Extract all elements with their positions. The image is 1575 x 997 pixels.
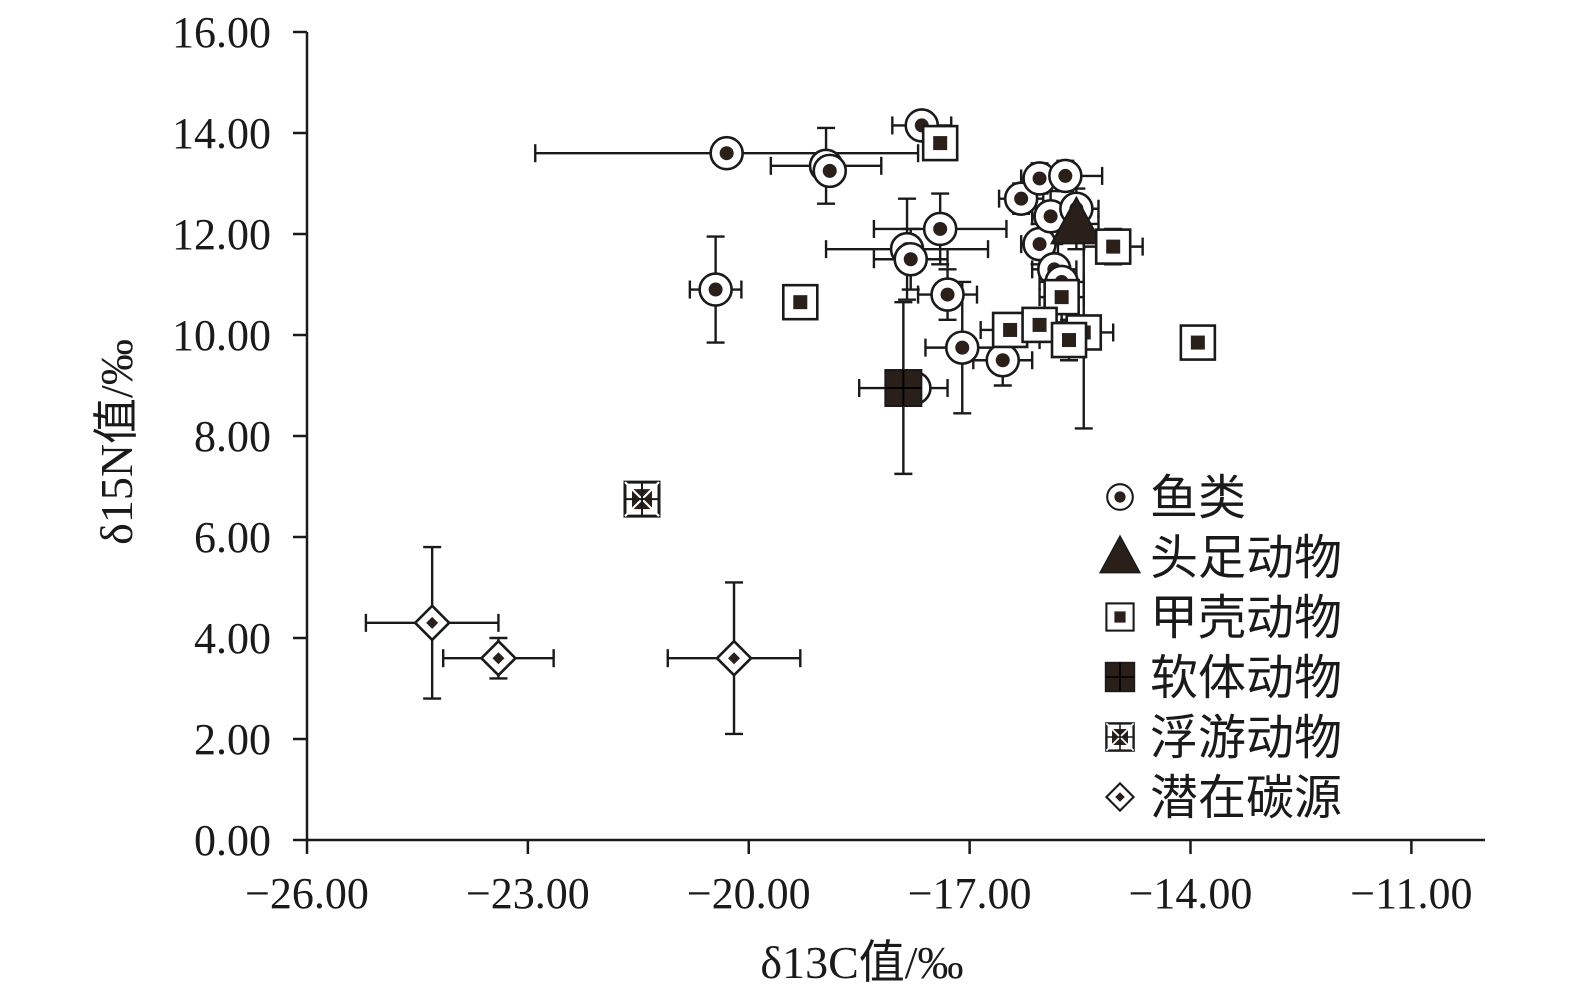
circle-dot (1032, 237, 1047, 252)
circle-dot (822, 163, 837, 178)
data-point (1050, 195, 1103, 245)
square-outline (921, 124, 959, 162)
circle-dot (940, 287, 955, 302)
y-tick-label: 2.00 (194, 715, 271, 764)
data-point (1033, 199, 1068, 234)
legend-label: 头足动物 (1150, 532, 1342, 585)
circle-dot (903, 252, 918, 267)
data-point (1050, 321, 1088, 359)
square-outline (1105, 602, 1135, 632)
y-tick-label: 8.00 (194, 412, 271, 461)
axis-titles: δ13C值/‰ δ15N值/‰ (91, 339, 964, 988)
data-point (698, 272, 733, 307)
y-tick-label: 0.00 (194, 816, 271, 865)
circle-dot (1032, 171, 1047, 186)
data-point (709, 135, 744, 171)
data-point (1094, 228, 1132, 265)
data-point (715, 639, 753, 678)
x-tick-label: −14.00 (1129, 869, 1253, 918)
data-point (1048, 158, 1083, 194)
data-point (413, 604, 452, 642)
markers (413, 108, 1217, 678)
diamond-dot (492, 652, 505, 665)
square-dot (793, 295, 808, 310)
square-dot (1003, 322, 1018, 337)
data-point (930, 277, 965, 312)
x-tick-label: −26.00 (245, 869, 369, 918)
legend-label: 浮游动物 (1150, 712, 1342, 765)
diamond-dot (426, 616, 439, 629)
circle-dot (719, 146, 734, 161)
y-tick-label: 12.00 (172, 210, 271, 259)
circle-dot (995, 353, 1010, 368)
diamond-dot (728, 652, 741, 665)
circle-dot (1058, 168, 1073, 183)
data-point (781, 283, 819, 321)
x-axis-title: δ13C值/‰ (760, 937, 963, 988)
data-point (884, 369, 923, 408)
circle-dot (955, 340, 970, 355)
data-point (1179, 324, 1217, 361)
square-dot (1190, 335, 1205, 350)
legend-marker (1104, 781, 1136, 813)
square-dot (1054, 290, 1069, 305)
data-point (944, 330, 980, 365)
triangle-shape (1098, 534, 1142, 574)
legend-label: 软体动物 (1150, 652, 1342, 705)
x-tick-label: −23.00 (466, 869, 590, 918)
legend-marker (1105, 602, 1135, 632)
data-point (985, 342, 1021, 378)
y-tick-label: 14.00 (172, 109, 271, 158)
legend-marker (1098, 534, 1142, 574)
circle-dot (1014, 191, 1029, 206)
y-tick-label: 10.00 (172, 311, 271, 360)
legend-label: 鱼类 (1150, 472, 1246, 525)
triangle-shape (1050, 195, 1103, 245)
circle-dot (933, 221, 948, 236)
axes: −26.00 −23.00 −20.00 −17.00 −14.00 −11.00 0.00… (172, 8, 1485, 918)
y-axis-title: δ15N值/‰ (91, 339, 142, 545)
y-tick-label: 4.00 (194, 614, 271, 663)
data-point (921, 124, 959, 162)
legend-label: 潜在碳源 (1150, 772, 1342, 825)
data-point (893, 241, 929, 277)
square-dot (1032, 317, 1047, 332)
data-point (623, 480, 661, 518)
x-tick-label: −11.00 (1350, 869, 1472, 918)
square-dot (1106, 239, 1121, 254)
diamond-dot (1115, 792, 1125, 802)
circle-dot (708, 282, 723, 297)
data-point (479, 639, 518, 678)
circle-dot (1043, 209, 1058, 224)
data-point (1022, 161, 1057, 196)
legend-marker (1106, 483, 1134, 511)
circle-dot (1114, 491, 1126, 503)
square-dot (1062, 333, 1077, 348)
legend-marker (1105, 722, 1135, 752)
x-tick-label: −17.00 (908, 869, 1032, 918)
x-tick-label: −20.00 (687, 869, 811, 918)
data-point (922, 211, 958, 247)
square-dot (1114, 611, 1126, 623)
square-dot (933, 136, 948, 151)
data-point (812, 153, 848, 189)
y-tick-label: 6.00 (194, 513, 271, 562)
y-tick-label: 16.00 (172, 8, 271, 57)
legend-marker (1104, 661, 1136, 693)
legend-label: 甲壳动物 (1150, 592, 1342, 645)
